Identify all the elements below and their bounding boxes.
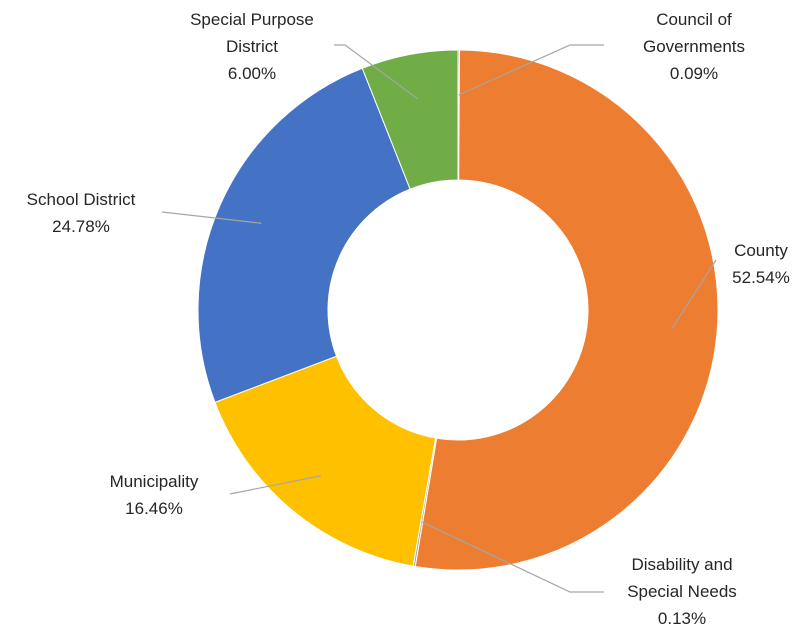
label-disability-value: 0.13%	[658, 609, 706, 628]
label-county: County 52.54%	[732, 241, 790, 287]
label-county-value: 52.54%	[732, 268, 790, 287]
label-county-line1: County	[734, 241, 788, 260]
leader-special-purpose-district	[334, 44, 419, 100]
donut-slices	[197, 49, 719, 571]
label-council-of-governments: Council of Governments 0.09%	[643, 10, 745, 83]
label-council-of-governments-line2: Governments	[643, 37, 745, 56]
label-disability-line2: Special Needs	[627, 582, 737, 601]
label-school-district-value: 24.78%	[52, 217, 110, 236]
label-school-district: School District 24.78%	[27, 190, 136, 236]
label-special-purpose-value: 6.00%	[228, 64, 276, 83]
label-council-of-governments-value: 0.09%	[670, 64, 718, 83]
slice-county	[414, 49, 719, 571]
leader-lines	[161, 44, 717, 593]
label-school-district-line1: School District	[27, 190, 136, 209]
label-special-purpose-line2: District	[226, 37, 278, 56]
leader-county	[671, 259, 717, 329]
leader-school-district	[161, 211, 262, 224]
label-disability-line1: Disability and	[631, 555, 732, 574]
label-special-purpose-line1: Special Purpose	[190, 10, 314, 29]
leader-municipality	[229, 475, 322, 495]
label-municipality: Municipality 16.46%	[110, 472, 199, 518]
leader-disability-and-special-needs	[421, 521, 604, 593]
leader-council-of-governments	[458, 44, 604, 96]
slice-special-purpose-district	[361, 49, 459, 190]
label-municipality-value: 16.46%	[125, 499, 183, 518]
label-special-purpose-district: Special Purpose District 6.00%	[190, 10, 314, 83]
label-council-of-governments-line1: Council of	[656, 10, 732, 29]
label-disability-and-special-needs: Disability and Special Needs 0.13%	[627, 555, 737, 628]
slice-school-district	[197, 67, 411, 404]
slice-municipality	[214, 355, 437, 567]
label-municipality-line1: Municipality	[110, 472, 199, 491]
